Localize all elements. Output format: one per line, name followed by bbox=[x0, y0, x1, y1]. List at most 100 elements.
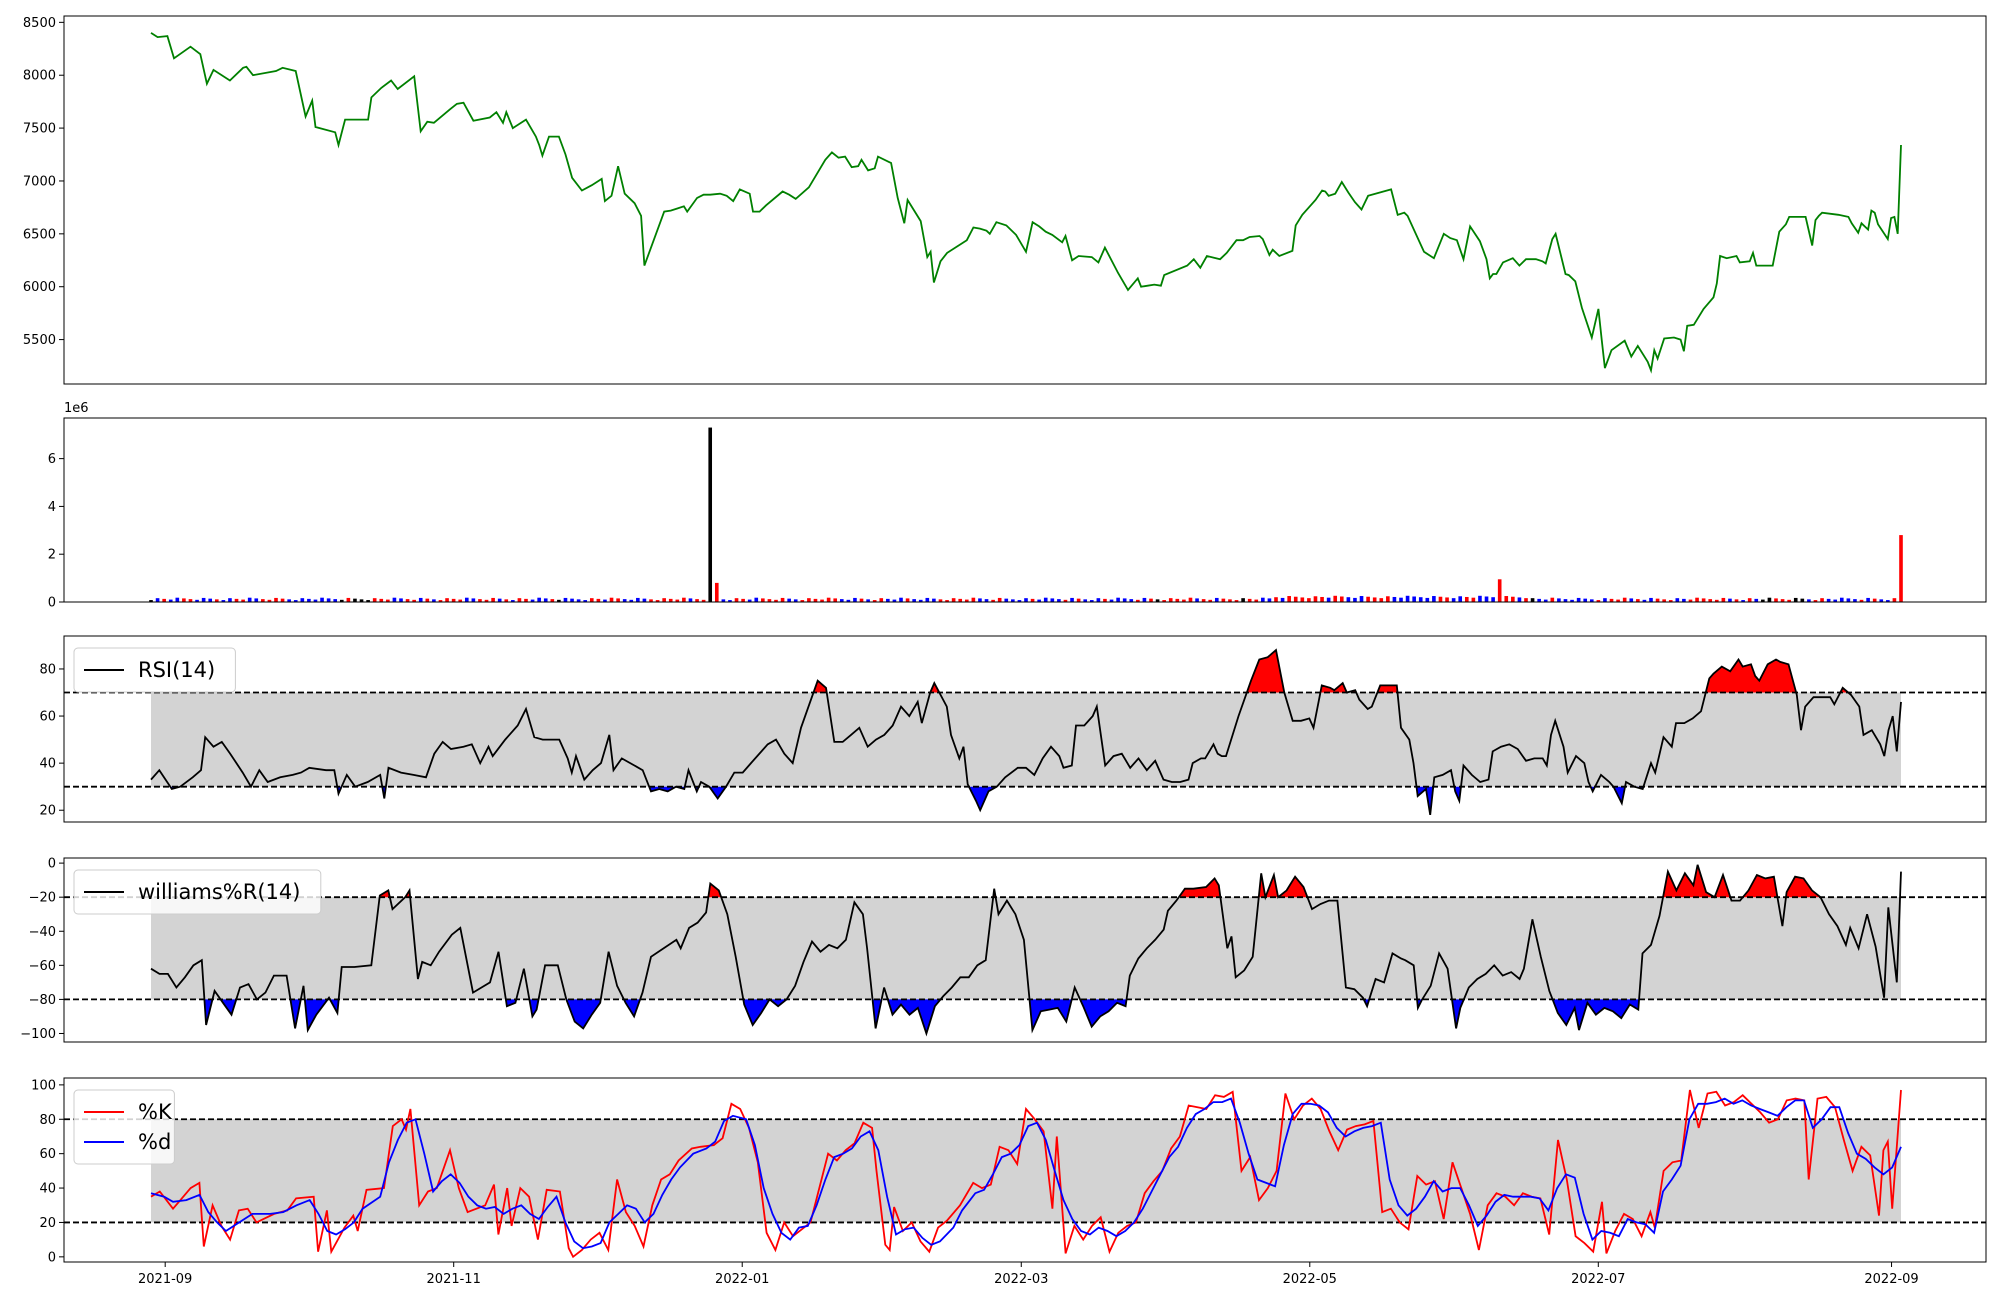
volume-bar bbox=[1445, 597, 1449, 602]
volume-bar bbox=[438, 600, 443, 602]
stochastic-ytick-label: 40 bbox=[39, 1182, 56, 1197]
williams-r-oversold-fill bbox=[1029, 999, 1072, 1031]
volume-bar bbox=[807, 598, 811, 602]
volume-bar bbox=[1083, 599, 1088, 602]
volume-bar bbox=[464, 597, 469, 602]
volume-bar bbox=[1432, 596, 1436, 602]
volume-bar bbox=[583, 600, 588, 602]
volume-bar bbox=[1754, 598, 1759, 602]
volume-bar bbox=[1807, 599, 1811, 602]
volume-bar bbox=[701, 599, 706, 602]
x-tick-label: 2022-05 bbox=[1283, 1272, 1337, 1287]
volume-bar bbox=[1583, 598, 1588, 602]
volume-bar bbox=[346, 597, 351, 602]
volume-bar bbox=[761, 598, 765, 602]
volume-bar bbox=[1030, 598, 1035, 602]
volume-bar bbox=[1879, 599, 1884, 602]
volume-bar bbox=[1589, 599, 1594, 602]
volume-bar bbox=[1682, 598, 1686, 602]
volume-bar bbox=[1162, 600, 1166, 602]
volume-bar bbox=[478, 599, 482, 602]
volume-bar bbox=[1892, 598, 1897, 602]
volume-bar bbox=[353, 598, 357, 602]
volume-bar bbox=[557, 599, 561, 602]
volume-bar bbox=[1037, 599, 1041, 602]
volume-bar bbox=[1412, 596, 1416, 602]
volume-bar bbox=[201, 597, 206, 602]
williams-r-oversold-fill bbox=[290, 999, 301, 1029]
stochastic-ytick-label: 20 bbox=[39, 1216, 56, 1231]
volume-bar bbox=[1122, 598, 1127, 602]
williams-r-overbought-fill bbox=[708, 883, 722, 898]
volume-bar bbox=[313, 599, 318, 602]
volume-bar bbox=[287, 599, 291, 602]
stochastic-legend-label: %d bbox=[138, 1130, 171, 1154]
volume-bar bbox=[1714, 599, 1719, 602]
price-frame bbox=[63, 15, 1987, 385]
volume-bar bbox=[1662, 599, 1666, 602]
volume-bar bbox=[636, 597, 640, 602]
volume-bar bbox=[1103, 598, 1107, 602]
volume-bar bbox=[688, 598, 693, 602]
volume-bar bbox=[1458, 596, 1463, 602]
volume-bar bbox=[333, 599, 338, 602]
volume-bar bbox=[609, 597, 614, 602]
volume-bar bbox=[504, 599, 509, 602]
volume-bar bbox=[425, 598, 430, 602]
volume-bar bbox=[1201, 599, 1206, 602]
volume-bar bbox=[951, 598, 956, 602]
volume-bar bbox=[1629, 598, 1634, 602]
volume-bar bbox=[1214, 597, 1219, 602]
rsi-overbought-fill bbox=[1705, 659, 1797, 693]
volume-bar bbox=[1537, 598, 1541, 602]
rsi-oversold-fill bbox=[709, 786, 726, 799]
volume-bar bbox=[589, 598, 594, 602]
volume-bar bbox=[155, 598, 160, 602]
volume-bar bbox=[1563, 599, 1568, 602]
volume-bar bbox=[1886, 600, 1890, 602]
volume-bar bbox=[175, 597, 180, 602]
volume-bar bbox=[261, 599, 265, 602]
volume-bar bbox=[1550, 597, 1555, 602]
volume-bar bbox=[1379, 598, 1384, 602]
volume-bar bbox=[1622, 597, 1627, 602]
volume-bar bbox=[747, 599, 752, 602]
volume-bar bbox=[168, 599, 173, 602]
volume-bar bbox=[1866, 597, 1870, 602]
volume-bar bbox=[964, 599, 969, 602]
volume-bar bbox=[399, 598, 403, 602]
volume-bar bbox=[1688, 599, 1693, 602]
volume-bar bbox=[208, 598, 213, 602]
x-tick-label: 2022-09 bbox=[1864, 1272, 1918, 1287]
volume-bar bbox=[234, 598, 239, 602]
volume-bar bbox=[1734, 599, 1739, 602]
volume-bar bbox=[872, 600, 877, 602]
volume-bar bbox=[188, 599, 193, 602]
price-ytick-label: 8500 bbox=[23, 16, 56, 31]
williams-r-ytick-label: −40 bbox=[29, 925, 56, 940]
stochastic-ytick-label: 100 bbox=[31, 1078, 56, 1093]
volume-bar bbox=[971, 597, 976, 602]
volume-bar bbox=[320, 597, 324, 602]
volume-bar bbox=[274, 597, 278, 602]
volume-bar bbox=[267, 599, 272, 602]
volume-bar bbox=[826, 597, 831, 602]
volume-bar bbox=[997, 597, 1002, 602]
volume-bar bbox=[1050, 598, 1055, 602]
volume-bar bbox=[1517, 597, 1522, 602]
volume-bar bbox=[833, 598, 838, 602]
volume-bar bbox=[1234, 600, 1239, 602]
volume-bar bbox=[1320, 596, 1324, 602]
volume-bar bbox=[1011, 599, 1015, 602]
volume-bar bbox=[787, 598, 791, 602]
williams-r-ytick-label: 0 bbox=[48, 857, 56, 872]
volume-bar bbox=[1833, 599, 1838, 602]
volume-bar bbox=[1787, 599, 1791, 602]
volume-bar bbox=[418, 597, 423, 602]
stochastic-legend-label: %K bbox=[138, 1100, 173, 1124]
volume-bar bbox=[543, 598, 548, 602]
volume-bar bbox=[1761, 599, 1765, 602]
rsi-panel: 20 40 60 80 RSI(14) bbox=[39, 635, 1987, 823]
williams-r-ytick-label: −100 bbox=[20, 1027, 56, 1042]
